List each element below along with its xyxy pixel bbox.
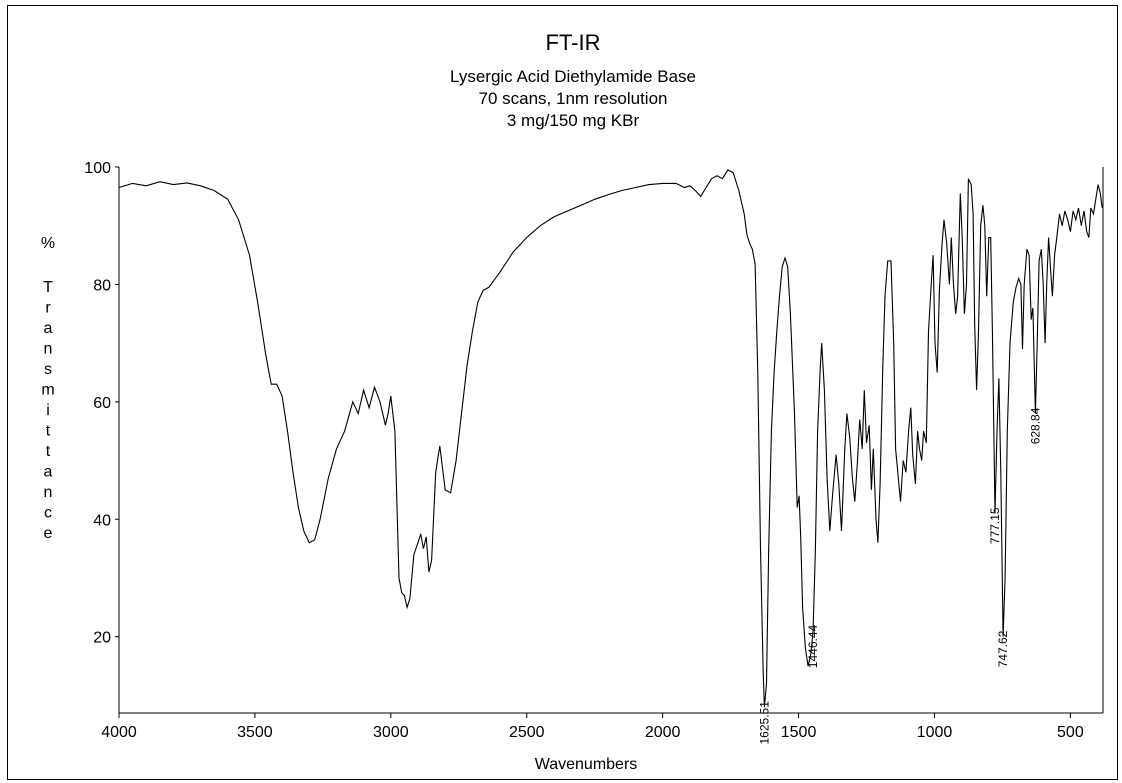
y-axis-label-char: t bbox=[46, 443, 51, 460]
chart-subtitle-3: 3 mg/150 mg KBr bbox=[507, 111, 640, 130]
y-ticks: 20 40 60 80 100 bbox=[84, 160, 119, 647]
x-ticks: 4000 3500 3000 2500 2000 1500 1000 500 bbox=[101, 713, 1084, 741]
x-tick-label: 3000 bbox=[373, 724, 409, 741]
x-axis-label: Wavenumbers bbox=[535, 756, 638, 773]
peak-label: 628.84 bbox=[1028, 407, 1042, 444]
chart-frame: FT-IR Lysergic Acid Diethylamide Base 70… bbox=[7, 5, 1118, 780]
x-tick-label: 3500 bbox=[237, 724, 273, 741]
chart-subtitle-2: 70 scans, 1nm resolution bbox=[479, 89, 668, 108]
peak-label: 777.15 bbox=[988, 507, 1002, 544]
y-axis-label-char: c bbox=[44, 505, 52, 522]
x-tick-label: 1500 bbox=[781, 724, 817, 741]
y-tick-label: 40 bbox=[93, 512, 111, 529]
peak-label: 1446.44 bbox=[806, 624, 820, 668]
y-tick-label: 80 bbox=[93, 277, 111, 294]
y-axis-label-char: m bbox=[41, 382, 54, 399]
y-axis-label-char: n bbox=[44, 484, 53, 501]
x-tick-label: 2500 bbox=[509, 724, 545, 741]
y-tick-label: 20 bbox=[93, 630, 111, 647]
y-axis-label-char: T bbox=[43, 279, 53, 296]
x-tick-label: 1000 bbox=[917, 724, 953, 741]
axes bbox=[118, 167, 1104, 714]
peak-label: 747.62 bbox=[996, 630, 1010, 667]
x-tick-label: 2000 bbox=[645, 724, 681, 741]
series-line-spectrum bbox=[118, 169, 1103, 708]
chart-subtitle-1: Lysergic Acid Diethylamide Base bbox=[450, 67, 696, 86]
y-axis-label-char: i bbox=[46, 402, 50, 419]
y-axis-label-percent: % bbox=[41, 235, 55, 252]
y-axis-label-char: e bbox=[44, 525, 53, 542]
peak-annotations: 1625.51 1446.44 777.15 747.62 628.84 bbox=[757, 407, 1042, 744]
y-axis-label-char: t bbox=[46, 423, 51, 440]
y-axis-label-char: r bbox=[45, 300, 51, 317]
y-axis-label-char: s bbox=[44, 361, 52, 378]
peak-label: 1625.51 bbox=[757, 701, 771, 745]
y-axis-label-char: n bbox=[44, 341, 53, 358]
x-tick-label: 4000 bbox=[101, 724, 137, 741]
chart-title: FT-IR bbox=[546, 30, 601, 55]
y-axis-label-char: a bbox=[44, 320, 53, 337]
x-tick-label: 500 bbox=[1057, 724, 1084, 741]
y-axis-label-char: a bbox=[44, 464, 53, 481]
y-tick-label: 100 bbox=[84, 160, 111, 177]
ftir-chart: FT-IR Lysergic Acid Diethylamide Base 70… bbox=[41, 30, 1104, 773]
y-tick-label: 60 bbox=[93, 395, 111, 412]
